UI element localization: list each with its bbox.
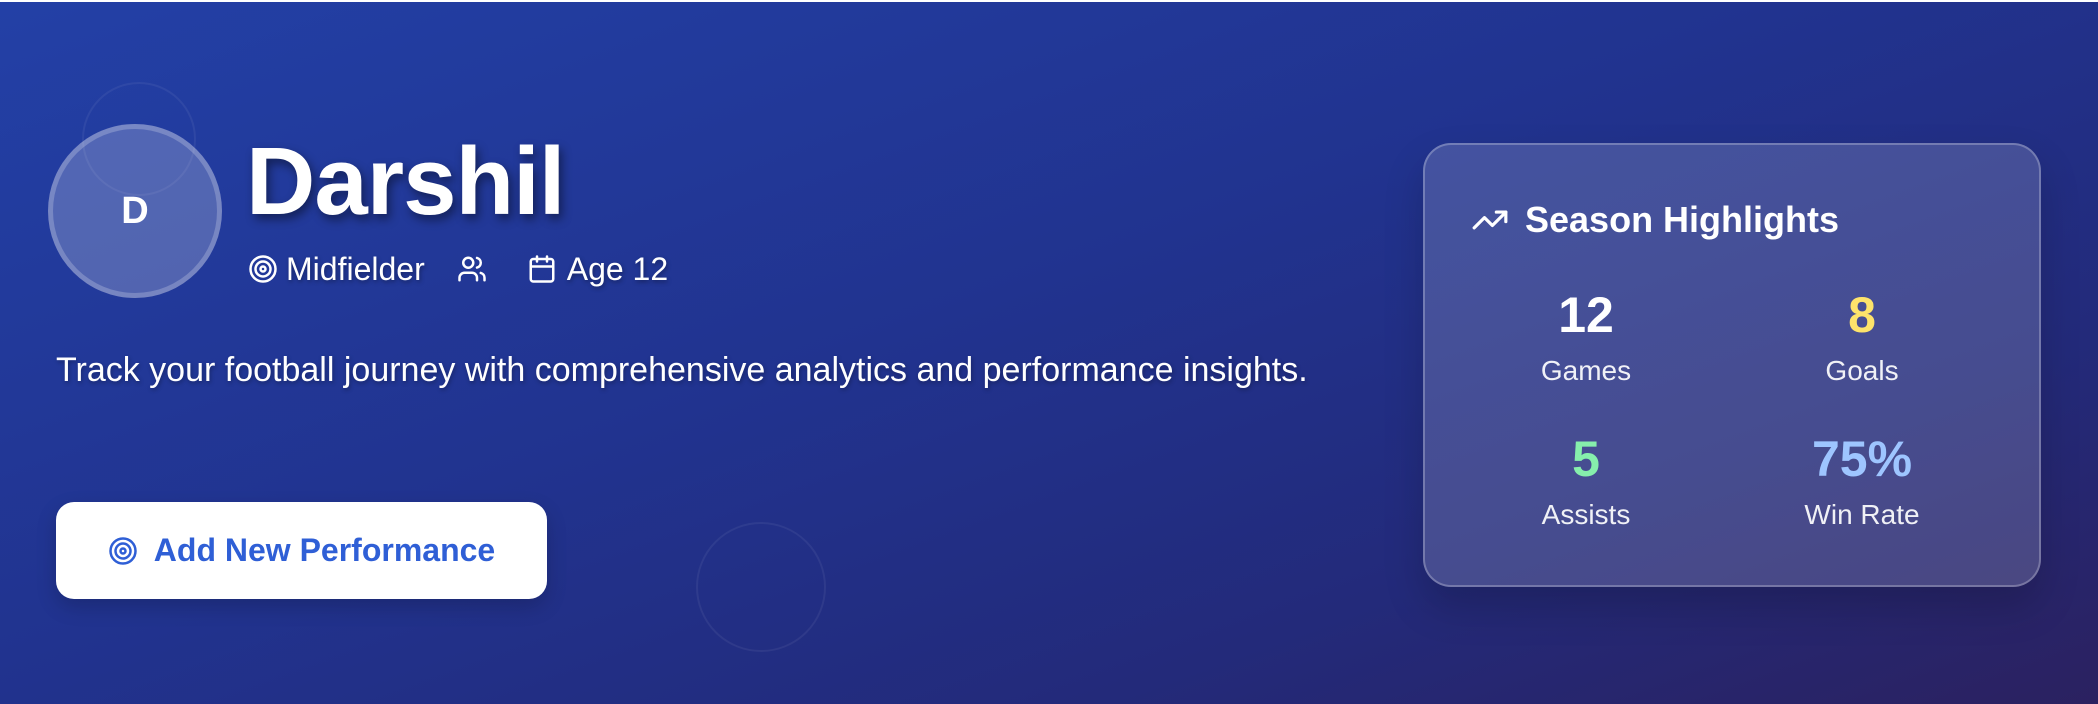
stat-win-rate: 75% Win Rate	[1732, 429, 1992, 535]
avatar-initial: D	[121, 189, 149, 232]
avatar: D	[48, 124, 222, 298]
stat-label: Win Rate	[1804, 499, 1920, 530]
stat-assists: 5 Assists	[1456, 429, 1716, 535]
stat-value: 8	[1848, 287, 1876, 343]
calendar-icon	[529, 255, 555, 283]
player-position: Midfielder	[248, 251, 425, 288]
stat-value: 12	[1558, 287, 1614, 343]
season-highlights-header: Season Highlights	[1471, 199, 1839, 241]
age-label: Age 12	[566, 250, 669, 287]
player-name: Darshil	[246, 128, 565, 235]
stat-value: 75%	[1811, 431, 1913, 487]
stat-games: 12 Games	[1456, 285, 1716, 391]
position-label: Midfielder	[286, 250, 425, 287]
add-performance-button[interactable]: Add New Performance	[56, 502, 547, 599]
stat-goals: 8 Goals	[1732, 285, 1992, 391]
player-meta: Midfielder Age 12	[248, 246, 668, 292]
add-performance-label: Add New Performance	[153, 532, 496, 568]
stat-label: Goals	[1825, 355, 1899, 386]
season-highlights-card: Season Highlights 12 Games 8 Goals 5 Ass…	[1423, 143, 2041, 587]
target-icon	[109, 536, 137, 565]
users-icon	[457, 256, 486, 282]
tagline: Track your football journey with compreh…	[56, 351, 1308, 389]
target-icon	[249, 255, 277, 283]
season-highlights-title: Season Highlights	[1525, 199, 1840, 240]
stat-value: 5	[1572, 431, 1600, 487]
player-age: Age 12	[527, 251, 668, 288]
decorative-circle	[696, 522, 826, 652]
trending-up-icon	[1472, 210, 1508, 230]
stat-label: Games	[1540, 355, 1632, 386]
player-team	[457, 254, 487, 284]
stat-label: Assists	[1541, 499, 1631, 530]
